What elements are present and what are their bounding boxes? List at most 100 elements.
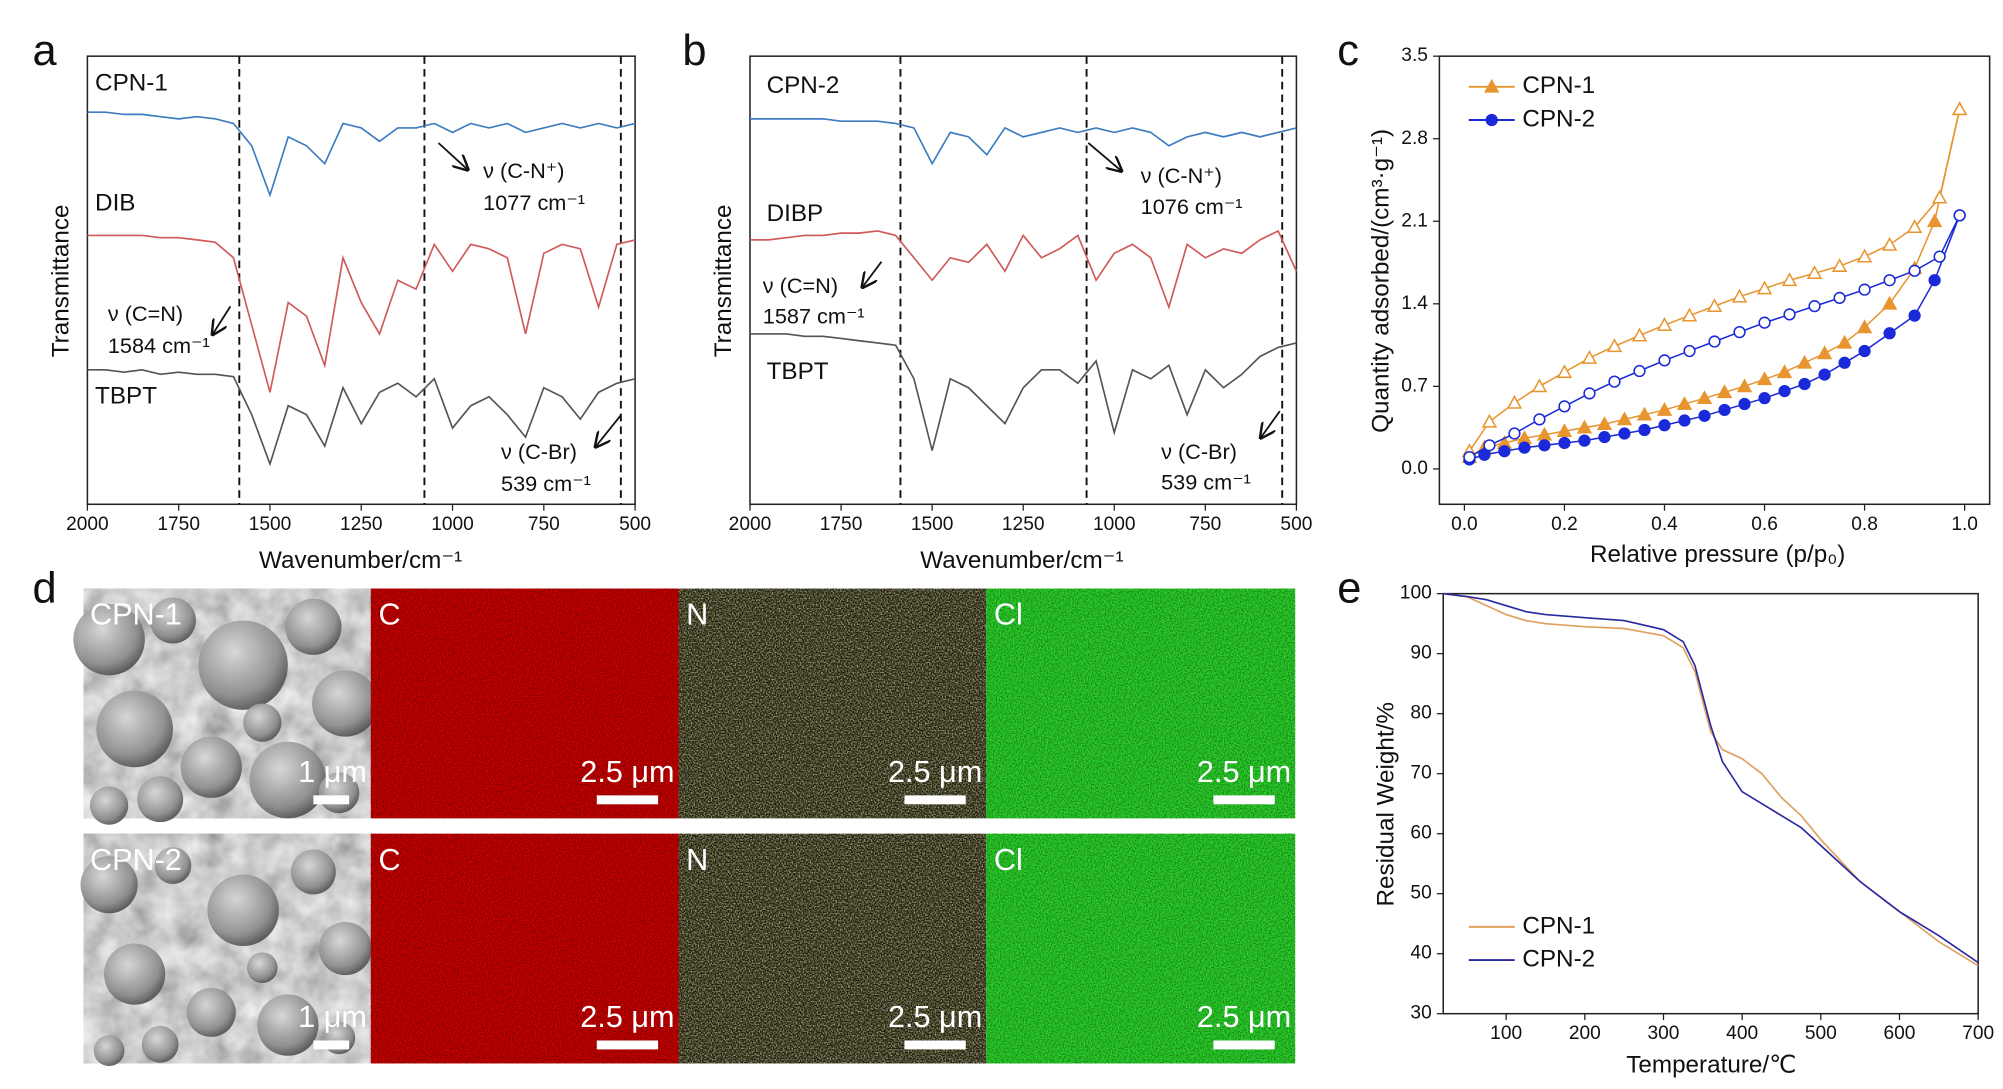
x-tick-label: 2000 [66, 514, 109, 535]
sem-particle [318, 922, 372, 976]
data-point [1556, 364, 1573, 379]
line-series [87, 234, 636, 393]
data-point [1508, 427, 1521, 440]
series-label: DIB [95, 190, 135, 217]
y-tick-label: 60 [1410, 823, 1431, 844]
data-point [1883, 274, 1896, 287]
scale-bar [904, 795, 966, 805]
x-tick-label: 1750 [157, 514, 200, 535]
data-point [1658, 354, 1671, 367]
x-axis-label: Wavenumber/cm⁻¹ [920, 547, 1123, 574]
data-point [1836, 334, 1853, 349]
data-point [1598, 430, 1611, 444]
y-tick-label: 0.0 [1401, 458, 1428, 479]
data-point [1618, 427, 1631, 440]
y-tick-label: 100 [1400, 583, 1432, 604]
scale-label: 2.5 μm [1197, 1000, 1291, 1034]
data-point [1831, 258, 1848, 272]
y-tick-label: 90 [1410, 643, 1431, 664]
sem-particle [73, 603, 145, 676]
legend-label: CPN-2 [1522, 105, 1595, 132]
x-tick-label: 500 [1280, 514, 1312, 535]
data-point [1756, 280, 1773, 295]
data-point [1758, 392, 1771, 405]
scale-bar [596, 1040, 659, 1050]
element-label: Cl [994, 843, 1023, 877]
data-point [1616, 411, 1633, 426]
x-tick-label: 500 [1805, 1023, 1837, 1044]
scale-bar [1213, 795, 1275, 805]
x-tick-label: 1500 [249, 514, 292, 535]
legend-marker [1484, 78, 1500, 93]
data-point [1733, 325, 1746, 339]
data-point [1676, 396, 1693, 410]
data-point [1683, 344, 1696, 358]
data-point [1808, 300, 1821, 313]
data-point [1558, 436, 1571, 450]
annotation-arrow [862, 261, 883, 288]
series-label: CPN-1 [95, 70, 168, 97]
data-point [1778, 384, 1791, 398]
y-tick-label: 1.4 [1401, 293, 1428, 314]
x-tick-label: 0.6 [1751, 514, 1778, 535]
data-point [1951, 101, 1968, 116]
data-point [1638, 423, 1651, 437]
annotation: 1077 cm⁻¹ [483, 190, 585, 215]
data-point [1781, 272, 1798, 287]
data-point [1531, 378, 1548, 393]
data-point [1708, 335, 1721, 348]
x-tick-label: 750 [1189, 514, 1221, 535]
scale-label: 2.5 μm [580, 1000, 674, 1034]
y-tick-label: 3.5 [1401, 45, 1428, 66]
data-point [1881, 295, 1898, 310]
x-tick-label: 600 [1884, 1023, 1916, 1044]
line-series [1443, 592, 1979, 964]
annotation: 1076 cm⁻¹ [1141, 194, 1243, 219]
data-point [1856, 319, 1873, 334]
data-point [1606, 338, 1623, 353]
scale-label: 2.5 μm [1197, 755, 1291, 789]
series-label: TBPT [767, 358, 829, 385]
sem-particle [285, 598, 342, 655]
data-point [1928, 274, 1941, 287]
annotation: ν (C=N) [108, 301, 183, 326]
data-point [1636, 406, 1653, 421]
map-signal [678, 588, 987, 819]
annotation-arrow [437, 142, 467, 170]
sem-particle [257, 994, 319, 1056]
data-point [1908, 309, 1921, 322]
x-tick-label: 500 [619, 514, 651, 535]
annotation: ν (C=N) [763, 273, 838, 298]
y-axis-label: Residual Weight/% [1372, 702, 1399, 906]
x-tick-label: 1250 [340, 514, 383, 535]
line-series [749, 118, 1297, 166]
sem-particle [93, 1035, 125, 1067]
x-axis-label: Wavenumber/cm⁻¹ [259, 547, 462, 574]
data-point [1658, 419, 1671, 432]
scale-label: 1 μm [298, 755, 367, 789]
data-point [1698, 409, 1711, 422]
panel-letter: b [682, 27, 706, 75]
data-point [1881, 236, 1898, 251]
legend-label: CPN-1 [1522, 912, 1595, 939]
y-tick-label: 30 [1410, 1003, 1431, 1024]
data-point [1478, 448, 1491, 461]
data-point [1518, 441, 1531, 454]
map-noise [370, 588, 679, 819]
sem-particle [96, 690, 173, 768]
element-label: N [686, 843, 708, 877]
data-point [1678, 414, 1691, 427]
data-point [1558, 400, 1571, 413]
plot-frame [1442, 592, 1979, 1015]
x-tick-label: 400 [1726, 1023, 1758, 1044]
x-tick-label: 1500 [911, 514, 954, 535]
x-axis-label: Temperature/℃ [1626, 1051, 1796, 1078]
annotation-arrow [1261, 410, 1281, 438]
data-point [1656, 317, 1673, 331]
annotation: ν (C-Br) [1161, 439, 1237, 464]
data-point [1796, 354, 1813, 369]
scale-label: 2.5 μm [888, 1000, 982, 1034]
scale-label: 1 μm [298, 1000, 367, 1034]
data-point [1633, 364, 1646, 378]
data-point [1656, 401, 1673, 416]
